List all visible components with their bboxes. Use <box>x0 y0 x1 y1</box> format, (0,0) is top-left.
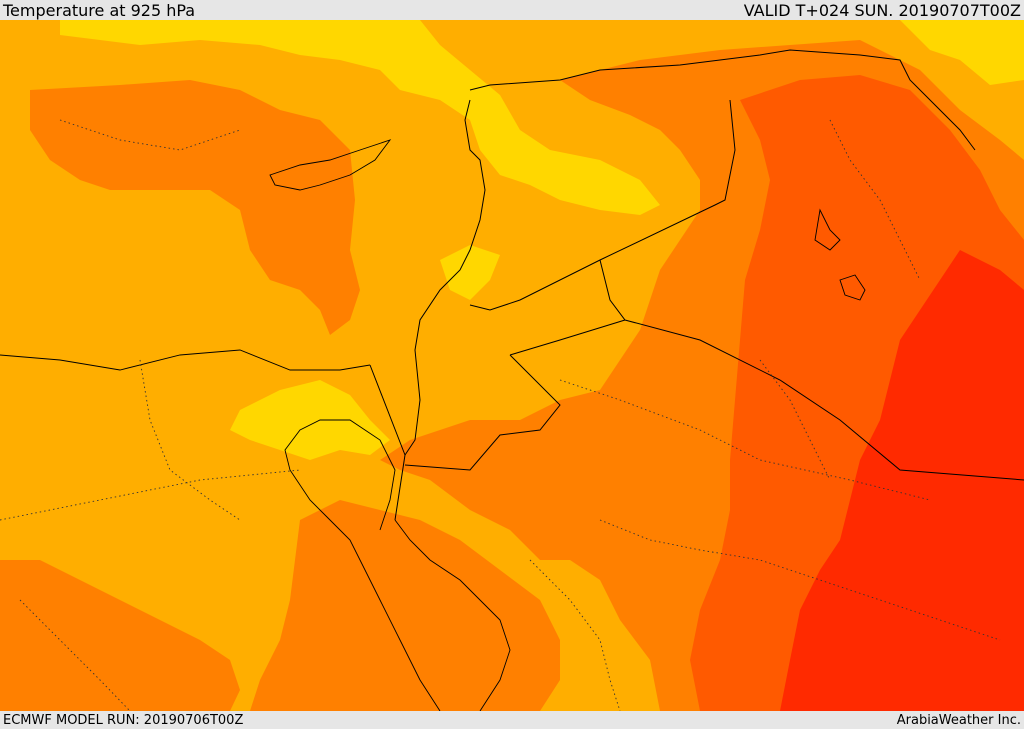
map-footer: ECMWF MODEL RUN: 20190706T00Z ArabiaWeat… <box>0 711 1024 729</box>
yellow-zone-northeast <box>900 20 1024 85</box>
map-header: Temperature at 925 hPa VALID T+024 SUN. … <box>0 0 1024 20</box>
orange-zone-southwest <box>0 560 240 711</box>
orange-zone-south <box>250 500 560 711</box>
coastlines <box>0 139 866 711</box>
model-run-label: ECMWF MODEL RUN: 20190706T00Z <box>3 712 244 728</box>
map-canvas <box>0 20 1024 711</box>
credit-label: ArabiaWeather Inc. <box>896 712 1021 728</box>
yellow-zone-north <box>60 20 660 215</box>
map-title: Temperature at 925 hPa <box>3 0 196 20</box>
border-lines <box>369 49 1024 521</box>
admin-boundaries <box>0 119 1001 711</box>
valid-time-label: VALID T+024 SUN. 20190707T00Z <box>743 0 1021 20</box>
orange-zone-med <box>30 80 360 335</box>
red-zone <box>780 250 1024 711</box>
yellow-zone-levant <box>440 245 500 300</box>
temperature-map <box>0 20 1024 711</box>
yellow-zone-sinai <box>230 380 390 460</box>
